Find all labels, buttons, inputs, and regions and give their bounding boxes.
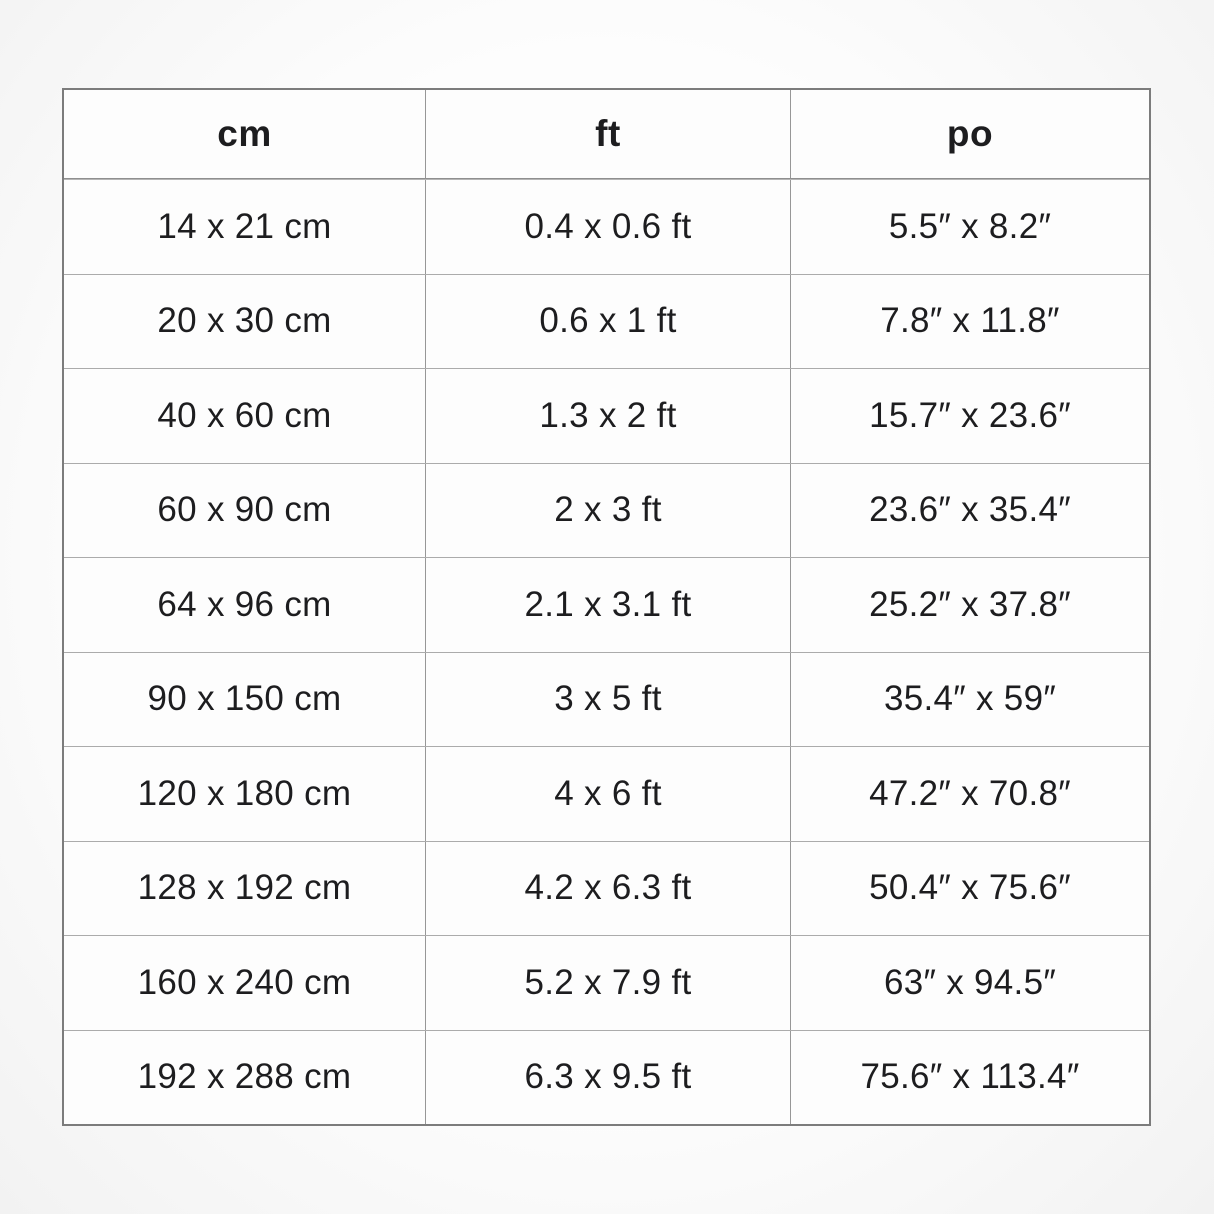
table-cell: 23.6″ x 35.4″ [790,463,1149,557]
table-cell: 2.1 x 3.1 ft [425,558,790,652]
table-body: 14 x 21 cm 0.4 x 0.6 ft 5.5″ x 8.2″ 20 x 30… [64,179,1149,1124]
table-cell: 6.3 x 9.5 ft [425,1030,790,1124]
size-conversion-table: cm ft po 14 x 21 cm 0.4 x 0.6 ft 5.5″ x 8.… [62,88,1151,1126]
table-cell: 35.4″ x 59″ [790,652,1149,746]
table-cell: 14 x 21 cm [157,206,332,246]
table-cell: 60 x 90 cm [157,490,332,530]
table-cell: 75.6″ x 113.4″ [790,1030,1149,1124]
table-cell: 15.7″ x 23.6″ [790,369,1149,463]
table-cell: 5.2 x 7.9 ft [425,936,790,1030]
table-row: 90 x 150 cm 3 x 5 ft 35.4″ x 59″ [64,651,1149,746]
table-cell: 5.5″ x 8.2″ [790,180,1149,274]
table-header-row: cm ft po [64,90,1149,179]
table-cell: 63″ x 94.5″ [790,936,1149,1030]
table-cell: 0.4 x 0.6 ft [425,180,790,274]
table-cell: 4.2 x 6.3 ft [425,841,790,935]
table-cell: 160 x 240 cm [137,962,352,1002]
table-row: 40 x 60 cm 1.3 x 2 ft 15.7″ x 23.6″ [64,368,1149,463]
table-cell: 90 x 150 cm [147,679,342,719]
table-row: 120 x 180 cm 4 x 6 ft 47.2″ x 70.8″ [64,746,1149,841]
table-cell: 0.6 x 1 ft [425,274,790,368]
table-cell: 128 x 192 cm [137,868,352,908]
table-row: 160 x 240 cm 5.2 x 7.9 ft 63″ x 94.5″ [64,935,1149,1030]
table-cell: 1.3 x 2 ft [425,369,790,463]
table-row: 14 x 21 cm 0.4 x 0.6 ft 5.5″ x 8.2″ [64,179,1149,274]
table-cell: 40 x 60 cm [157,395,332,435]
table-cell: 2 x 3 ft [425,463,790,557]
table-cell: 64 x 96 cm [157,584,332,624]
table-cell: 7.8″ x 11.8″ [790,274,1149,368]
table-cell: 50.4″ x 75.6″ [790,841,1149,935]
column-header-cm: cm [217,113,272,154]
table-cell: 120 x 180 cm [137,773,352,813]
table-row: 128 x 192 cm 4.2 x 6.3 ft 50.4″ x 75.6″ [64,840,1149,935]
table-cell: 4 x 6 ft [425,747,790,841]
table-row: 20 x 30 cm 0.6 x 1 ft 7.8″ x 11.8″ [64,273,1149,368]
table-cell: 20 x 30 cm [157,301,332,341]
table-cell: 25.2″ x 37.8″ [790,558,1149,652]
column-header-po: po [790,90,1149,178]
table-row: 60 x 90 cm 2 x 3 ft 23.6″ x 35.4″ [64,462,1149,557]
column-header-ft: ft [425,90,790,178]
table-cell: 47.2″ x 70.8″ [790,747,1149,841]
table-cell: 192 x 288 cm [137,1057,352,1097]
table-row: 192 x 288 cm 6.3 x 9.5 ft 75.6″ x 113.4″ [64,1029,1149,1124]
table-row: 64 x 96 cm 2.1 x 3.1 ft 25.2″ x 37.8″ [64,557,1149,652]
table-cell: 3 x 5 ft [425,652,790,746]
